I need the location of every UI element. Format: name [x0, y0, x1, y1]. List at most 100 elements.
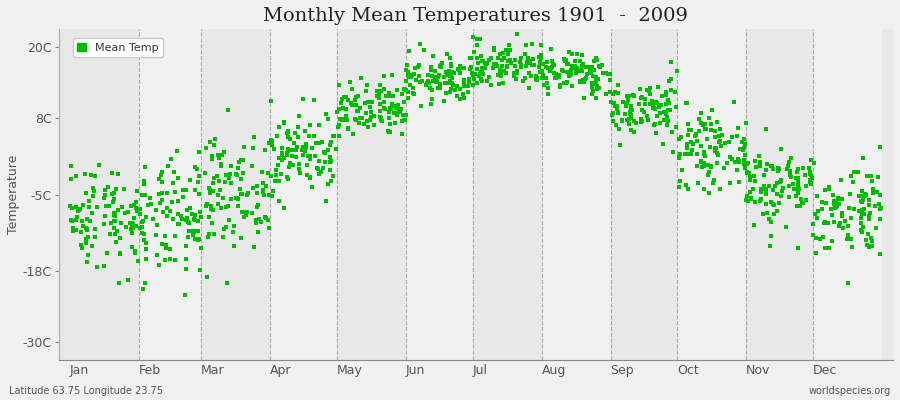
Point [179, 256, 194, 262]
Point [121, 209, 135, 216]
Point [115, 204, 130, 210]
Point [662, 78, 676, 84]
Point [830, 202, 844, 209]
Point [650, 100, 664, 106]
Point [163, 246, 177, 253]
Point [203, 203, 218, 210]
Point [323, 142, 338, 148]
Point [508, 76, 523, 82]
Point [205, 207, 220, 214]
Point [414, 103, 428, 109]
Point [431, 74, 446, 80]
Point [661, 118, 675, 124]
Point [791, 183, 806, 189]
Point [467, 76, 482, 82]
Point [233, 175, 248, 182]
Point [202, 231, 216, 238]
Point [439, 68, 454, 75]
Point [446, 80, 460, 86]
Point [221, 202, 236, 209]
Point [684, 127, 698, 133]
Point [526, 62, 540, 68]
Point [149, 207, 164, 214]
Point [509, 70, 524, 76]
Point [562, 48, 576, 55]
Point [348, 94, 363, 101]
Point [429, 77, 444, 84]
Point [626, 92, 640, 99]
Point [486, 65, 500, 71]
Point [824, 238, 839, 244]
Point [74, 242, 88, 248]
Point [691, 116, 706, 122]
Point [309, 140, 323, 146]
Point [106, 218, 121, 224]
Point [534, 55, 548, 62]
Point [230, 165, 245, 172]
Point [118, 210, 132, 216]
Point [202, 138, 217, 145]
Point [536, 82, 551, 89]
Point [135, 218, 149, 225]
Point [626, 129, 641, 135]
Point [367, 122, 382, 128]
Point [223, 163, 238, 169]
Point [589, 55, 603, 61]
Point [437, 79, 452, 86]
Point [194, 267, 208, 274]
Point [691, 180, 706, 186]
Point [640, 113, 654, 119]
Point [590, 86, 604, 93]
Point [552, 74, 566, 80]
Point [491, 55, 505, 62]
Point [533, 61, 547, 68]
Point [704, 121, 718, 127]
Point [724, 134, 739, 140]
Point [124, 222, 139, 229]
Point [659, 111, 673, 117]
Point [289, 147, 303, 153]
Point [548, 75, 562, 81]
Point [188, 164, 202, 170]
Point [872, 216, 886, 222]
Point [659, 89, 673, 95]
Point [629, 120, 643, 126]
Point [287, 140, 302, 146]
Point [772, 165, 787, 172]
Point [321, 116, 336, 122]
Point [842, 222, 856, 229]
Point [346, 131, 360, 138]
Point [356, 114, 370, 121]
Point [561, 61, 575, 67]
Point [697, 186, 711, 193]
Point [261, 170, 275, 176]
Point [615, 117, 629, 123]
Point [178, 187, 193, 194]
Point [397, 116, 411, 123]
Point [613, 142, 627, 148]
Point [809, 215, 824, 221]
Point [124, 226, 139, 232]
Point [783, 172, 797, 178]
Point [622, 121, 636, 127]
Point [292, 166, 306, 172]
Point [470, 66, 484, 72]
Point [456, 91, 471, 97]
Point [720, 160, 734, 167]
Point [753, 159, 768, 166]
Point [307, 153, 321, 160]
Point [374, 118, 389, 124]
Point [412, 73, 427, 80]
Point [622, 93, 636, 99]
Point [107, 225, 122, 231]
Point [178, 266, 193, 272]
Point [869, 225, 884, 231]
Point [846, 178, 860, 185]
Point [269, 172, 284, 178]
Point [645, 102, 660, 108]
Point [610, 106, 625, 112]
Point [799, 182, 814, 189]
Point [69, 204, 84, 210]
Point [857, 205, 871, 212]
Point [622, 116, 636, 122]
